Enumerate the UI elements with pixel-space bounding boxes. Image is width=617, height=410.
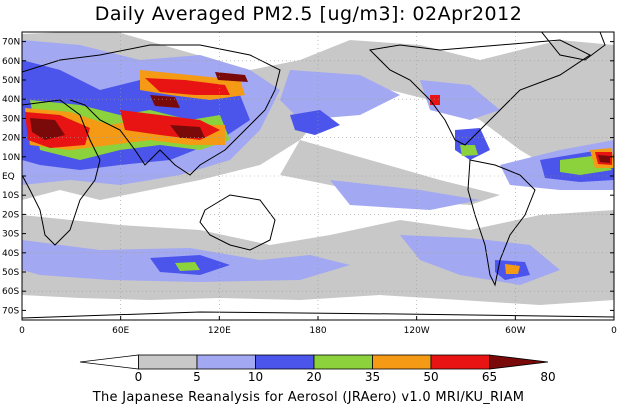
colorbar-segment bbox=[313, 354, 373, 370]
latitude-tick-labels: 70N 60N 50N 40N 30N 20N 10N EQ 10S 20S 30S 40S 50S 60… bbox=[2, 38, 614, 316]
lat-tick-label: 40N bbox=[2, 95, 20, 105]
colorbar-level-label: 0 bbox=[135, 370, 143, 384]
north-america-coast bbox=[368, 39, 591, 146]
lat-tick-label: 20N bbox=[2, 134, 20, 144]
colorbar-level-label: 5 bbox=[193, 370, 201, 384]
lon-tick-label: 60W bbox=[505, 326, 525, 336]
colorbar-level-label: 10 bbox=[248, 370, 263, 384]
lat-tick-label: EQ bbox=[2, 172, 15, 182]
lat-tick-label: 10S bbox=[2, 191, 19, 201]
colorbar-segment bbox=[138, 354, 198, 370]
coastlines bbox=[22, 32, 614, 319]
south-america-coast bbox=[467, 159, 536, 287]
colorbar: 0 5 10 20 35 50 65 80 bbox=[79, 354, 556, 384]
lat-tick-label: 60N bbox=[2, 57, 20, 67]
lon-tick-label: 180 bbox=[309, 326, 326, 336]
lat-tick-label: 70S bbox=[2, 306, 19, 316]
longitude-tick-labels: 0 60E 120E 180 120W 60W 0 bbox=[19, 316, 617, 336]
lon-tick-label: 0 bbox=[611, 326, 617, 336]
lon-tick-label: 0 bbox=[19, 326, 25, 336]
lat-tick-label: 30N bbox=[2, 114, 20, 124]
lat-tick-label: 50N bbox=[2, 76, 20, 86]
lat-tick-label: 20S bbox=[2, 210, 19, 220]
africa-coast bbox=[22, 99, 101, 246]
eurasia-coast bbox=[22, 44, 281, 176]
lat-tick-label: 40S bbox=[2, 249, 19, 259]
colorbar-segment bbox=[430, 354, 490, 370]
level-80-plus-fill bbox=[30, 72, 610, 163]
lat-tick-label: 30S bbox=[2, 230, 19, 240]
colorbar-level-label: 35 bbox=[365, 370, 380, 384]
colorbar-segment bbox=[255, 354, 315, 370]
colorbar-level-label: 20 bbox=[306, 370, 321, 384]
lat-tick-label: 50S bbox=[2, 268, 19, 278]
colorbar-level-label: 50 bbox=[423, 370, 438, 384]
colorbar-segment bbox=[372, 354, 432, 370]
lon-tick-label: 120W bbox=[404, 326, 430, 336]
colorbar-level-label: 80 bbox=[540, 370, 555, 384]
gridlines bbox=[22, 32, 614, 320]
colorbar-level-label: 65 bbox=[482, 370, 497, 384]
lon-tick-label: 120E bbox=[208, 326, 231, 336]
lat-tick-label: 60S bbox=[2, 287, 19, 297]
colorbar-segment bbox=[489, 354, 549, 370]
australia-coast bbox=[199, 194, 276, 251]
lon-tick-label: 60E bbox=[112, 326, 129, 336]
page-title: Daily Averaged PM2.5 [ug/m3]: 02Apr2012 bbox=[94, 3, 523, 25]
antarctica-coast bbox=[22, 311, 614, 319]
lat-tick-label: 10N bbox=[2, 153, 20, 163]
credit-text: The Japanese Reanalysis for Aerosol (JRA… bbox=[92, 390, 525, 405]
greenland-coast bbox=[540, 32, 606, 61]
colorbar-segment bbox=[79, 354, 139, 370]
lat-tick-label: 70N bbox=[2, 38, 20, 48]
colorbar-segment bbox=[196, 354, 256, 370]
